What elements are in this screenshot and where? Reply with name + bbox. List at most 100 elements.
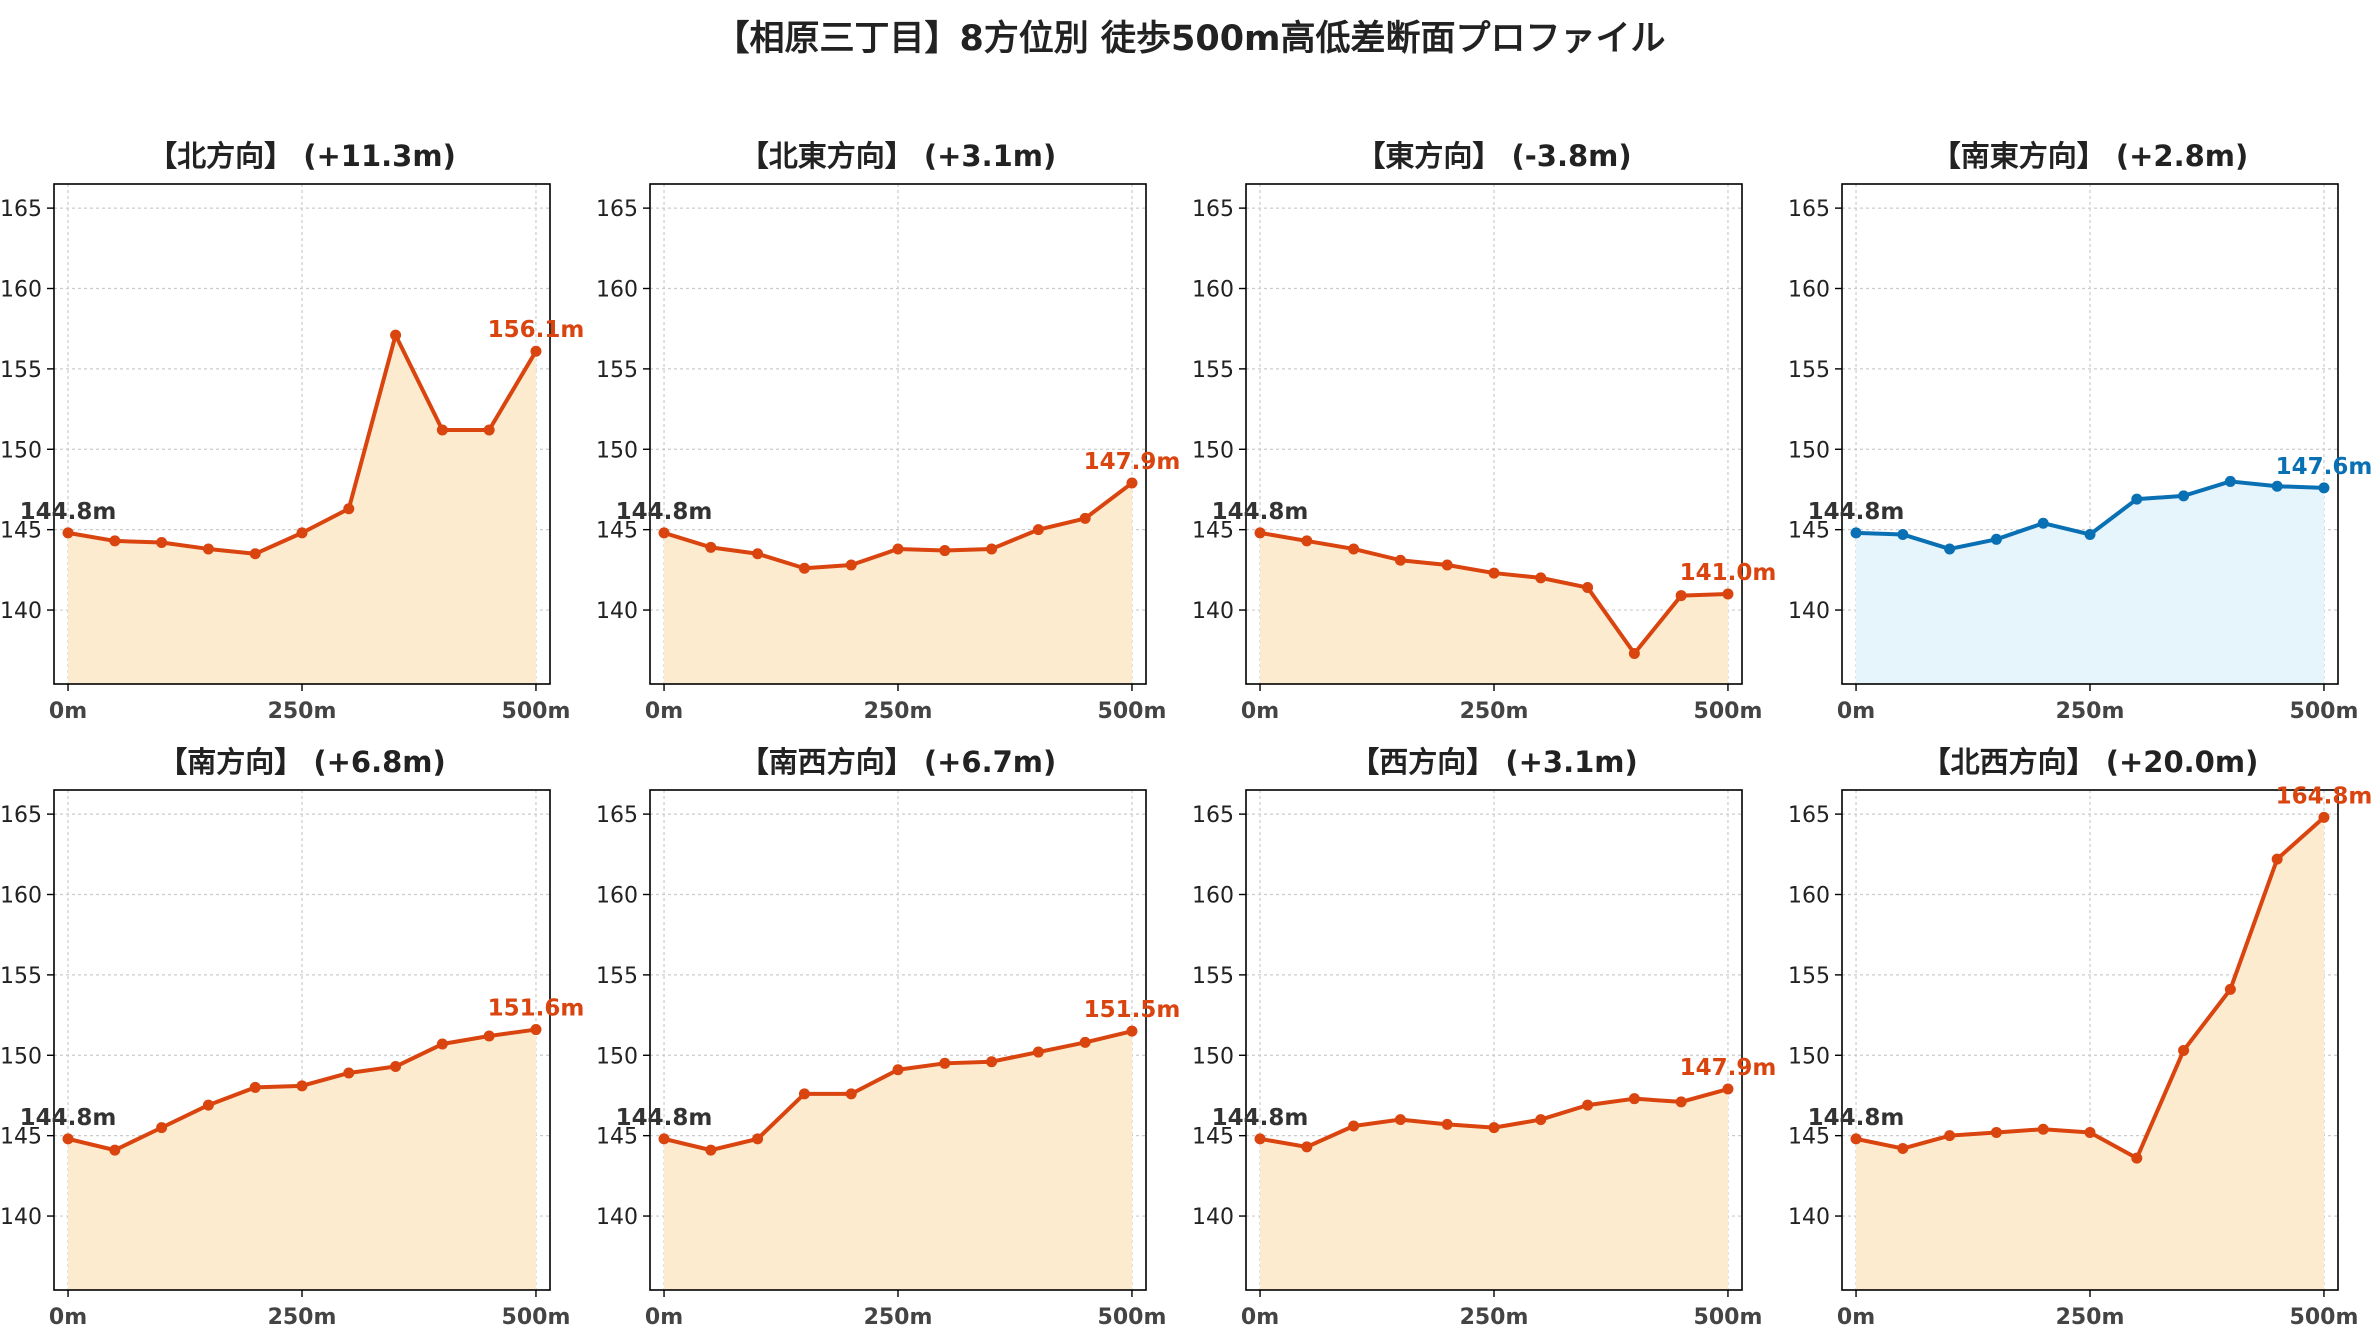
profile-panel-5: 140 145 150 155 160 165 0m 250m 500m 【南西方向】 (+6.7…	[596, 745, 1180, 1330]
elevation-area	[664, 483, 1132, 684]
data-point	[1032, 1046, 1044, 1058]
x-tick-label: 0m	[645, 699, 683, 724]
data-point	[2037, 517, 2049, 529]
data-point	[1301, 535, 1313, 547]
elevation-area	[664, 1031, 1132, 1290]
data-point	[1394, 554, 1406, 566]
start-elevation-label: 144.8m	[20, 499, 117, 525]
x-tick-label: 500m	[1694, 1305, 1763, 1330]
data-point	[202, 1099, 214, 1111]
y-tick-label: 155	[596, 358, 638, 383]
data-point	[109, 535, 121, 547]
data-point	[1348, 543, 1360, 555]
data-point	[1990, 1126, 2002, 1138]
data-point	[2178, 1044, 2190, 1056]
y-tick-label: 155	[596, 964, 638, 989]
data-point	[1535, 1114, 1547, 1126]
data-point	[845, 559, 857, 571]
y-tick-label: 140	[596, 599, 638, 624]
x-tick-label: 500m	[1694, 699, 1763, 724]
data-point	[1628, 1093, 1640, 1105]
x-tick-label: 250m	[864, 1305, 933, 1330]
x-tick-label: 250m	[1460, 1305, 1529, 1330]
data-point	[986, 1056, 998, 1068]
elevation-area	[1856, 817, 2324, 1290]
data-point	[2037, 1123, 2049, 1135]
data-point	[1488, 567, 1500, 579]
data-point	[1535, 572, 1547, 584]
data-point	[1582, 582, 1594, 594]
y-tick-label: 145	[0, 1125, 42, 1150]
data-point	[109, 1144, 121, 1156]
x-tick-label: 0m	[1837, 1305, 1875, 1330]
x-tick-label: 250m	[864, 699, 933, 724]
data-point	[62, 1133, 74, 1145]
y-tick-label: 160	[1192, 278, 1234, 303]
start-elevation-label: 144.8m	[616, 1105, 713, 1131]
end-elevation-label: 147.9m	[1680, 1055, 1777, 1081]
data-point	[1488, 1122, 1500, 1134]
data-point	[752, 548, 764, 560]
panel-title: 【南方向】 (+6.8m)	[158, 745, 446, 779]
y-tick-label: 155	[1788, 964, 1830, 989]
y-tick-label: 140	[1192, 599, 1234, 624]
data-point	[1348, 1120, 1360, 1132]
profile-panel-3: 140 145 150 155 160 165 0m 250m 500m 【南東方向】 (+2.8…	[1788, 139, 2372, 724]
panel-title: 【北東方向】 (+3.1m)	[740, 139, 1057, 173]
y-tick-label: 165	[596, 803, 638, 828]
x-tick-label: 250m	[2056, 699, 2125, 724]
data-point	[483, 424, 495, 436]
x-tick-label: 500m	[1098, 699, 1167, 724]
data-point	[1990, 533, 2002, 545]
end-elevation-label: 151.5m	[1084, 997, 1181, 1023]
data-point	[530, 1024, 542, 1036]
data-point	[249, 548, 261, 560]
data-point	[2224, 475, 2236, 487]
data-point	[2084, 1126, 2096, 1138]
data-point	[1850, 1133, 1862, 1145]
start-elevation-label: 144.8m	[1808, 1105, 1905, 1131]
data-point	[845, 1088, 857, 1100]
data-point	[343, 503, 355, 515]
y-tick-label: 140	[0, 1205, 42, 1230]
x-tick-label: 0m	[1837, 699, 1875, 724]
data-point	[1079, 1036, 1091, 1048]
start-elevation-label: 144.8m	[1808, 499, 1905, 525]
data-point	[939, 545, 951, 557]
data-point	[2084, 528, 2096, 540]
y-tick-label: 165	[1788, 803, 1830, 828]
y-tick-label: 140	[1788, 1205, 1830, 1230]
y-tick-label: 160	[0, 278, 42, 303]
y-tick-label: 155	[1788, 358, 1830, 383]
profile-panel-6: 140 145 150 155 160 165 0m 250m 500m 【西方向】 (+3.1m…	[1192, 745, 1776, 1330]
panel-title: 【西方向】 (+3.1m)	[1350, 745, 1638, 779]
data-point	[658, 527, 670, 539]
y-tick-label: 140	[0, 599, 42, 624]
elevation-area	[1856, 481, 2324, 684]
data-point	[1079, 512, 1091, 524]
elevation-area	[68, 1029, 536, 1290]
y-tick-label: 145	[0, 519, 42, 544]
start-elevation-label: 144.8m	[1212, 499, 1309, 525]
data-point	[705, 1144, 717, 1156]
data-point	[892, 543, 904, 555]
data-point	[343, 1067, 355, 1079]
data-point	[1301, 1141, 1313, 1153]
x-tick-label: 250m	[2056, 1305, 2125, 1330]
y-tick-label: 150	[1788, 1044, 1830, 1069]
y-tick-label: 165	[596, 197, 638, 222]
data-point	[156, 537, 168, 549]
y-tick-label: 165	[1192, 803, 1234, 828]
x-tick-label: 0m	[49, 699, 87, 724]
y-tick-label: 155	[1192, 358, 1234, 383]
y-tick-label: 160	[0, 884, 42, 909]
y-tick-label: 150	[1192, 1044, 1234, 1069]
panel-title: 【北方向】 (+11.3m)	[148, 139, 456, 173]
data-point	[530, 345, 542, 357]
y-tick-label: 160	[596, 884, 638, 909]
y-tick-label: 140	[596, 1205, 638, 1230]
data-point	[939, 1057, 951, 1069]
start-elevation-label: 144.8m	[616, 499, 713, 525]
data-point	[1126, 477, 1138, 489]
x-tick-label: 500m	[502, 699, 571, 724]
